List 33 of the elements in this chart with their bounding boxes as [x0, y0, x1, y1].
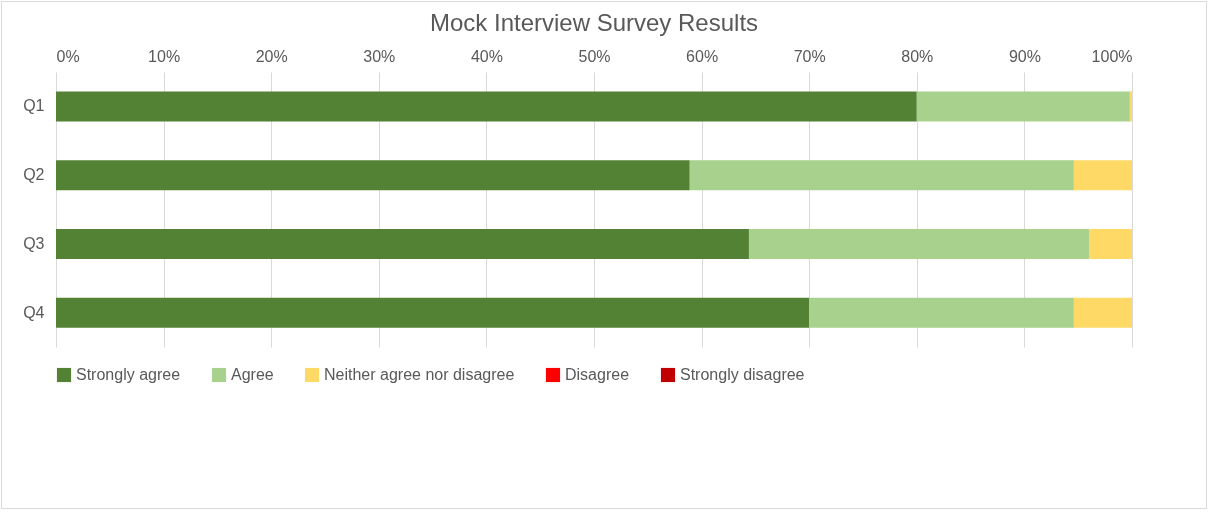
y-tick-label: Q4 [23, 303, 45, 321]
bar [689, 160, 1074, 191]
bar [56, 160, 690, 191]
x-tick-label: 0% [56, 47, 80, 65]
x-tick-label: 40% [470, 47, 503, 65]
legend-label: Strongly agree [76, 366, 181, 383]
x-tick-label: 100% [1091, 47, 1133, 65]
y-tick-label: Q2 [23, 166, 45, 184]
chart-title: Mock Interview Survey Results [429, 9, 759, 36]
bar [56, 91, 917, 122]
x-tick-label: 20% [255, 47, 288, 65]
bar [1073, 160, 1132, 191]
x-tick-label: 50% [578, 47, 611, 65]
x-tick-label: 80% [901, 47, 934, 65]
bar [809, 297, 1074, 328]
legend-label: Agree [231, 366, 274, 383]
legend-label: Disagree [565, 366, 630, 383]
bar [748, 228, 1089, 259]
x-tick-label: 10% [148, 47, 181, 65]
bar [56, 297, 810, 328]
x-tick-label: 90% [1008, 47, 1041, 65]
legend-label: Neither agree nor disagree [324, 366, 515, 383]
bar [1129, 91, 1132, 122]
x-tick-label: 60% [686, 47, 719, 65]
bar [56, 228, 749, 259]
y-tick-label: Q3 [23, 234, 45, 252]
bar [916, 91, 1130, 122]
bar [1073, 297, 1132, 328]
x-tick-label: 70% [793, 47, 826, 65]
legend-label: Strongly disagree [680, 366, 805, 383]
y-tick-label: Q1 [23, 97, 45, 115]
x-tick-label: 30% [363, 47, 396, 65]
bar [1088, 228, 1132, 259]
